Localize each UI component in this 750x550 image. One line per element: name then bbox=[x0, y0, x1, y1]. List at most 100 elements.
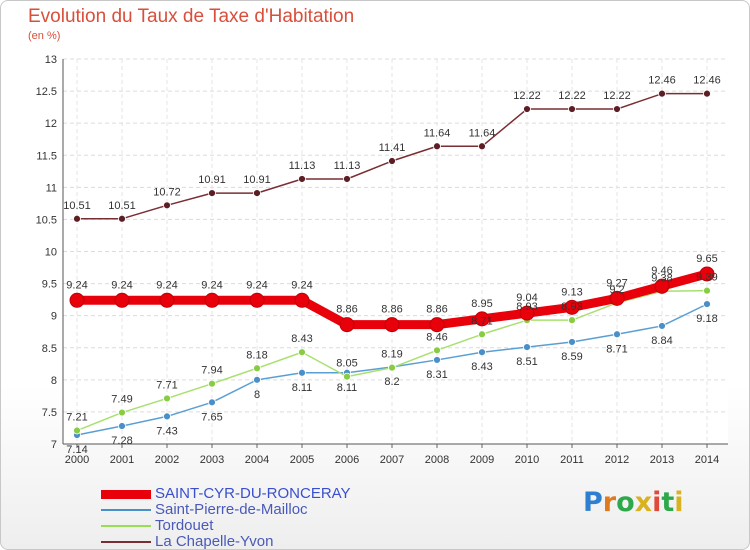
brand-letter: x bbox=[634, 487, 653, 518]
data-point bbox=[163, 394, 171, 403]
x-tick-label: 2012 bbox=[605, 454, 629, 466]
y-tick-label: 10.5 bbox=[36, 214, 57, 226]
data-point bbox=[339, 317, 355, 333]
x-tick-label: 2001 bbox=[110, 454, 134, 466]
data-label: 8.86 bbox=[381, 304, 402, 316]
data-point bbox=[69, 292, 85, 308]
data-point bbox=[613, 330, 621, 339]
data-point bbox=[703, 286, 711, 295]
x-tick-label: 2002 bbox=[155, 454, 179, 466]
legend-label: Saint-Pierre-de-Mailloc bbox=[155, 501, 308, 518]
data-point bbox=[433, 142, 441, 151]
data-label: 9.04 bbox=[516, 292, 537, 304]
data-point bbox=[703, 89, 711, 98]
data-label: 9.24 bbox=[201, 279, 222, 291]
legend-swatch bbox=[101, 525, 151, 527]
y-tick-label: 11.5 bbox=[36, 150, 57, 162]
data-label: 9.65 bbox=[696, 253, 717, 265]
data-point bbox=[294, 292, 310, 308]
data-point bbox=[208, 189, 216, 198]
data-label: 12.22 bbox=[513, 90, 541, 102]
data-label: 8.71 bbox=[471, 315, 492, 327]
data-label: 11.41 bbox=[379, 142, 406, 154]
data-point bbox=[478, 330, 486, 339]
data-label: 8.84 bbox=[651, 335, 672, 347]
legend-label: La Chapelle-Yvon bbox=[155, 533, 274, 550]
data-label: 8.51 bbox=[516, 356, 537, 368]
data-label: 8.86 bbox=[426, 304, 447, 316]
x-tick-label: 2010 bbox=[515, 454, 539, 466]
data-point bbox=[253, 189, 261, 198]
data-label: 9.24 bbox=[156, 279, 177, 291]
data-label: 11.64 bbox=[424, 127, 451, 139]
y-tick-label: 12 bbox=[45, 118, 57, 130]
data-label: 12.22 bbox=[603, 90, 631, 102]
data-label: 9.2 bbox=[609, 284, 624, 296]
data-label: 7.43 bbox=[156, 425, 177, 437]
data-label: 9.24 bbox=[66, 279, 87, 291]
data-point bbox=[568, 316, 576, 325]
legend-item: Saint-Pierre-de-Mailloc bbox=[101, 502, 401, 518]
data-point bbox=[523, 343, 531, 352]
data-point bbox=[433, 356, 441, 364]
data-label: 8.43 bbox=[291, 333, 312, 345]
data-label: 8.11 bbox=[292, 382, 313, 394]
brand-letter: o bbox=[616, 487, 635, 518]
data-label: 8.59 bbox=[561, 351, 582, 363]
x-tick-label: 2004 bbox=[245, 454, 269, 466]
data-point bbox=[568, 105, 576, 113]
data-point bbox=[433, 346, 441, 355]
data-point bbox=[658, 322, 666, 330]
data-point bbox=[73, 214, 81, 223]
data-point bbox=[159, 292, 175, 308]
y-tick-label: 9 bbox=[51, 311, 57, 323]
data-label: 7.71 bbox=[156, 379, 177, 391]
data-point bbox=[118, 408, 126, 417]
y-tick-label: 12.5 bbox=[36, 86, 57, 98]
data-point bbox=[298, 348, 306, 357]
y-tick-label: 7 bbox=[51, 439, 57, 451]
legend-label: Tordouet bbox=[155, 517, 214, 534]
data-label: 7.49 bbox=[111, 394, 132, 406]
data-label: 7.65 bbox=[201, 411, 222, 423]
legend-swatch bbox=[101, 509, 151, 511]
data-label: 9.24 bbox=[246, 279, 267, 291]
data-label: 7.14 bbox=[66, 444, 87, 456]
brand-letter: t bbox=[661, 487, 675, 518]
data-point bbox=[388, 363, 396, 372]
x-tick-label: 2009 bbox=[470, 454, 494, 466]
data-label: 10.51 bbox=[108, 200, 136, 212]
x-tick-label: 2013 bbox=[650, 454, 674, 466]
x-tick-label: 2007 bbox=[380, 454, 404, 466]
data-label: 11.13 bbox=[289, 160, 316, 172]
data-label: 12.46 bbox=[693, 75, 721, 87]
data-label: 9.38 bbox=[651, 272, 672, 284]
y-tick-label: 7.5 bbox=[42, 407, 57, 419]
data-label: 12.46 bbox=[648, 75, 676, 87]
data-point bbox=[568, 338, 576, 346]
data-label: 9.27 bbox=[606, 277, 627, 289]
x-tick-label: 2003 bbox=[200, 454, 224, 466]
data-point bbox=[114, 292, 130, 308]
brand-letter: i bbox=[674, 487, 684, 518]
data-label: 9.46 bbox=[651, 265, 672, 277]
chart-title: Evolution du Taux de Taxe d'Habitation bbox=[28, 6, 355, 27]
data-point bbox=[298, 175, 306, 183]
y-tick-label: 13 bbox=[45, 54, 57, 66]
data-point bbox=[298, 368, 306, 377]
data-point bbox=[429, 317, 445, 333]
data-point bbox=[523, 105, 531, 113]
x-tick-label: 2008 bbox=[425, 454, 449, 466]
legend-label: SAINT-CYR-DU-RONCERAY bbox=[155, 485, 351, 502]
data-label: 10.51 bbox=[63, 200, 91, 212]
data-label: 8.18 bbox=[246, 349, 267, 361]
data-label: 10.72 bbox=[153, 186, 181, 198]
data-label: 8.71 bbox=[606, 343, 627, 355]
data-point bbox=[609, 290, 625, 306]
data-label: 8.05 bbox=[336, 358, 357, 370]
data-label: 8.19 bbox=[381, 349, 402, 361]
data-point bbox=[204, 292, 220, 308]
brand-logo: Proxiti bbox=[583, 487, 684, 518]
y-tick-label: 9.5 bbox=[42, 279, 57, 291]
